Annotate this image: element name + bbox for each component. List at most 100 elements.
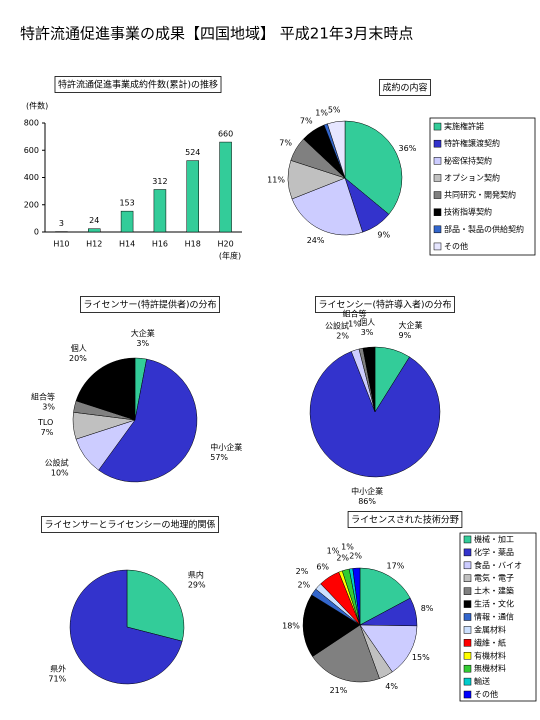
legend-label: 電気・電子	[474, 573, 514, 583]
legend-label: その他	[444, 241, 468, 251]
chart-title-group: ライセンシー(特許導入者)の分布	[315, 297, 454, 313]
page: 特許流通促進事業の成果【四国地域】 平成21年3月末時点 特許流通促進事業成約件…	[0, 0, 540, 720]
legend-swatch	[464, 678, 471, 685]
y-tick-label: 400	[24, 173, 39, 182]
slice-name: 県外	[50, 664, 66, 674]
legend-swatch	[464, 691, 471, 698]
legend-label: オプション契約	[444, 172, 500, 182]
legend-label: その他	[474, 689, 498, 699]
legend-swatch	[464, 549, 471, 556]
y-axis-label: (件数)	[26, 101, 48, 111]
x-axis-label: (年度)	[219, 251, 241, 261]
y-tick-label: 800	[24, 119, 39, 128]
legend-label: 繊維・紙	[474, 637, 506, 647]
slice-name: 公設試	[325, 321, 349, 331]
x-tick-label: H18	[185, 240, 201, 249]
legend-swatch	[434, 209, 441, 216]
bar	[154, 189, 166, 232]
slice-label: 2%	[296, 567, 309, 576]
chart-title-group: ライセンサー(特許提供者)の分布	[80, 297, 219, 313]
value-label: 3	[59, 219, 64, 228]
legend-swatch	[464, 562, 471, 569]
slice-label: 3%	[361, 328, 374, 337]
slice-label: 9%	[377, 231, 390, 240]
legend-label: 情報・通信	[474, 612, 514, 622]
slice-label: 5%	[328, 105, 341, 114]
slice-name: 組合等	[31, 392, 55, 402]
legend-swatch	[464, 536, 471, 543]
value-label: 24	[89, 216, 99, 225]
legend-swatch	[464, 639, 471, 646]
chart-title: ライセンサーとライセンシーの地理的関係	[44, 519, 215, 531]
slice-label: 2%	[297, 580, 310, 589]
legend-label: 共同研究・開発契約	[444, 190, 516, 200]
slice-label: 1%	[341, 542, 354, 551]
slice-name: 県内	[188, 569, 204, 579]
legend-swatch	[434, 243, 441, 250]
slice-name: 個人	[359, 317, 375, 327]
slice-label: 36%	[399, 144, 417, 153]
legend-label: 特許権譲渡契約	[444, 138, 500, 148]
slice-label: 21%	[330, 686, 348, 695]
slice-label: 57%	[210, 453, 228, 462]
legend-swatch	[434, 123, 441, 130]
x-tick-label: H16	[152, 240, 168, 249]
chart-title: 特許流通促進事業成約件数(累計)の推移	[58, 79, 218, 91]
value-label: 660	[218, 130, 233, 139]
y-tick-label: 600	[24, 146, 39, 155]
chart-title-group: 成約の内容	[379, 80, 430, 96]
x-tick-label: H20	[217, 240, 233, 249]
value-label: 153	[119, 199, 134, 208]
legend-label: 輸送	[474, 676, 490, 686]
page-title: 特許流通促進事業の成果【四国地域】 平成21年3月末時点	[20, 25, 413, 43]
slice-label: 7%	[279, 138, 292, 147]
slice-label: 71%	[48, 675, 66, 684]
legend-label: 生活・文化	[474, 599, 514, 609]
slice-name: 大企業	[398, 320, 422, 330]
chart-title-group: ライセンスされた技術分野	[348, 512, 462, 528]
slice-name: 公設試	[45, 458, 69, 468]
legend-label: 土木・建築	[474, 586, 514, 596]
legend-swatch	[464, 575, 471, 582]
slice-label: 6%	[316, 562, 329, 571]
x-tick-label: H12	[86, 240, 102, 249]
chart-title-group: ライセンサーとライセンシーの地理的関係	[41, 517, 218, 533]
legend-label: 秘密保持契約	[444, 155, 492, 165]
slice-label: 2%	[349, 552, 362, 561]
chart-title-group: 特許流通促進事業成約件数(累計)の推移	[55, 77, 221, 93]
legend-label: 技術指導契約	[444, 207, 492, 217]
value-label: 312	[152, 177, 167, 186]
slice-label: 7%	[300, 116, 313, 125]
slice-label: 20%	[69, 354, 87, 363]
legend-swatch	[434, 174, 441, 181]
legend-label: 化学・薬品	[474, 547, 514, 557]
legend-label: 有機材料	[474, 650, 506, 660]
slice-label: 18%	[282, 622, 300, 631]
legend-swatch	[464, 588, 471, 595]
slice-name: 中小企業	[210, 442, 242, 452]
x-tick-label: H10	[53, 240, 69, 249]
slice-label: 86%	[358, 497, 376, 506]
slice-label: 29%	[188, 580, 206, 589]
slice-name: 個人	[71, 343, 87, 353]
legend-label: 無機材料	[474, 663, 506, 673]
bar	[220, 142, 232, 232]
x-tick-label: H14	[119, 240, 135, 249]
slice-label: 7%	[41, 428, 54, 437]
legend-label: 機械・加工	[474, 534, 514, 544]
chart-title: ライセンサー(特許提供者)の分布	[83, 299, 216, 311]
slice-name: TLO	[37, 418, 53, 427]
y-tick-label: 200	[24, 200, 39, 209]
bar	[187, 161, 199, 232]
legend-swatch	[434, 140, 441, 147]
legend-swatch	[434, 226, 441, 233]
legend-swatch	[464, 652, 471, 659]
slice-label: 9%	[398, 331, 411, 340]
slice-label: 2%	[336, 332, 349, 341]
legend-swatch	[434, 192, 441, 199]
legend-swatch	[464, 626, 471, 633]
slice-label: 4%	[385, 682, 398, 691]
legend-label: 食品・バイオ	[474, 560, 522, 570]
slice-label: 8%	[421, 604, 434, 613]
chart-title: ライセンスされた技術分野	[351, 514, 459, 526]
